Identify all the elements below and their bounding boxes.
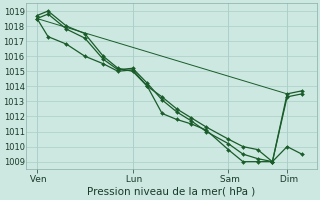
X-axis label: Pression niveau de la mer( hPa ): Pression niveau de la mer( hPa )	[87, 187, 255, 197]
